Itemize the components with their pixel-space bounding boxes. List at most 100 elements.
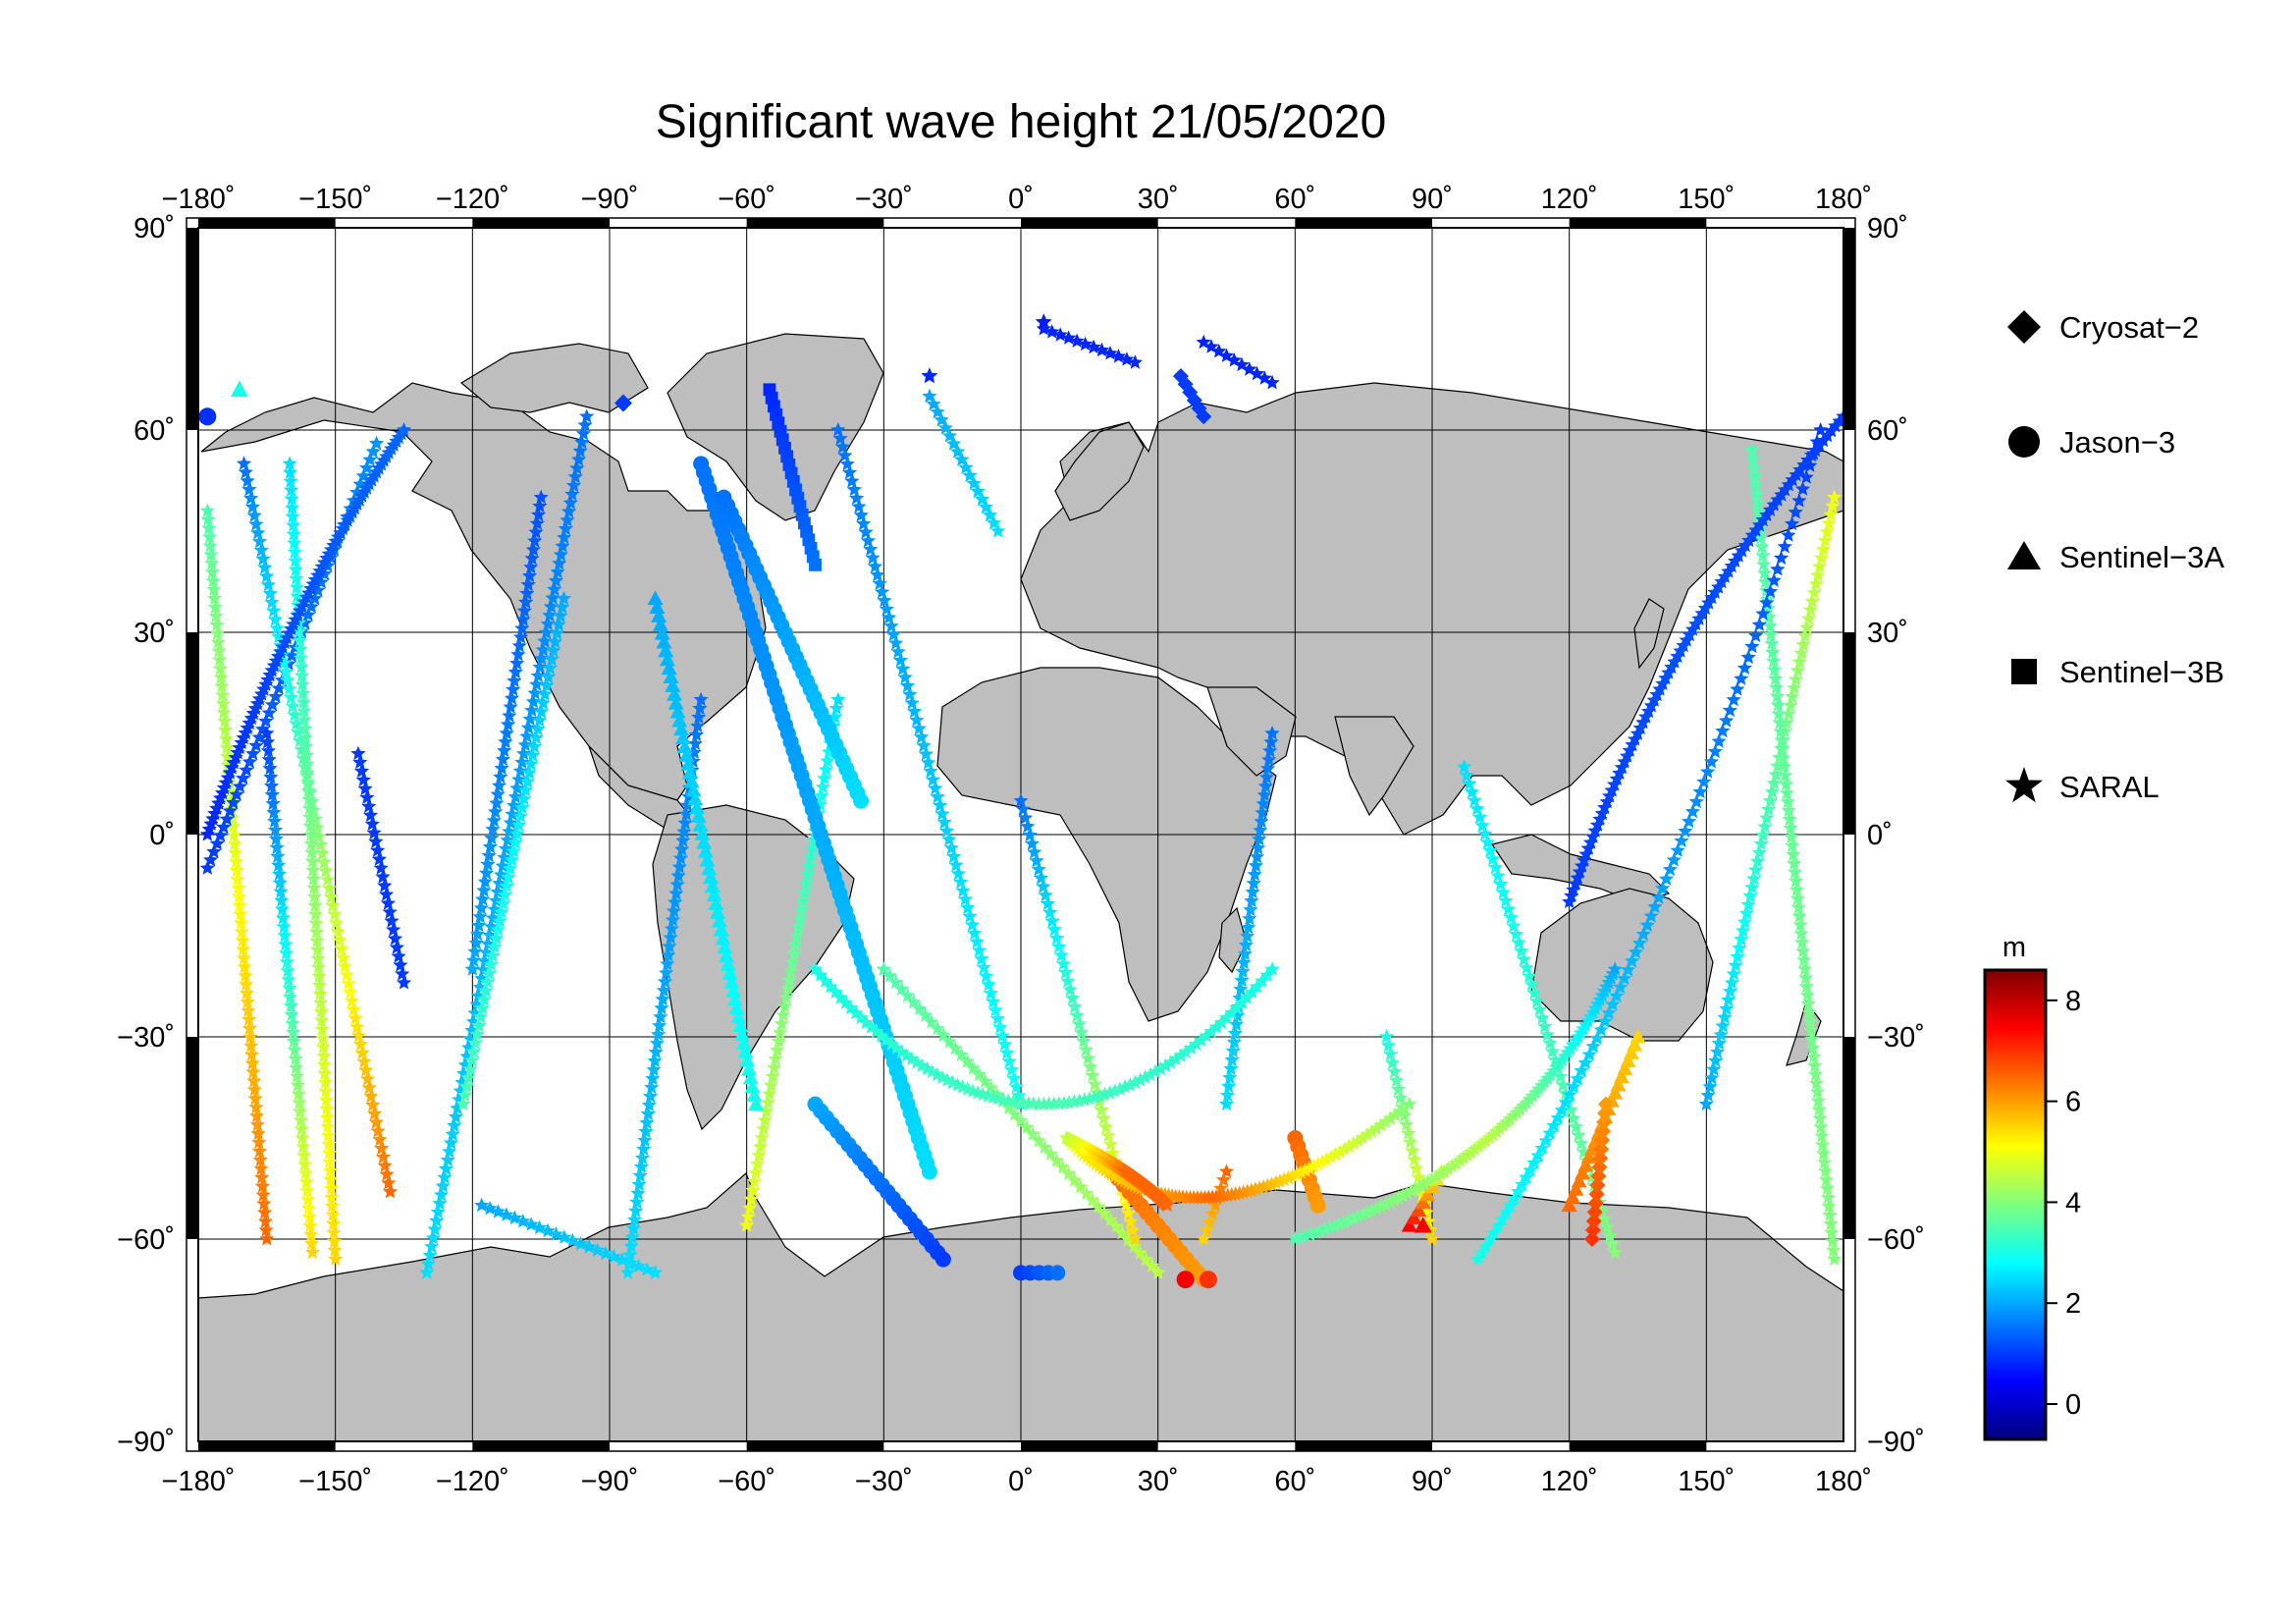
wave-height-marker [1564,888,1579,902]
wave-height-marker [1539,1027,1555,1042]
wave-height-marker [1462,776,1477,790]
wave-height-marker [511,638,527,653]
wave-height-marker [259,568,275,583]
wave-height-marker [1289,1166,1305,1181]
wave-height-marker [307,897,323,912]
wave-height-marker [379,1166,395,1181]
wave-height-marker [1470,1139,1486,1154]
wave-height-marker [1777,538,1792,554]
lat-tick-label-right: 30˚ [1867,618,1908,649]
wave-height-marker [1382,1046,1399,1061]
wave-height-marker [260,576,276,592]
wave-height-marker [244,1055,260,1070]
wave-height-marker [1092,1094,1107,1109]
wave-height-marker [1803,1022,1819,1038]
wave-height-marker [1252,831,1267,846]
legend-item: Cryosat−2 [2007,310,2199,345]
wave-height-marker [1799,620,1815,634]
wave-height-marker [1036,879,1051,893]
wave-height-marker [1346,1136,1362,1151]
wave-height-marker [370,842,386,857]
wave-height-marker [1138,1251,1154,1267]
wave-height-marker [240,473,255,488]
wave-height-marker [851,499,867,514]
wave-height-marker [1399,1116,1415,1131]
wave-height-marker [1607,961,1623,976]
wave-height-marker [1755,606,1771,621]
wave-height-marker [375,1149,391,1164]
wave-height-marker [653,1008,668,1024]
wave-height-marker [1519,1169,1534,1184]
wave-height-marker [665,912,681,927]
wave-height-marker [1804,1031,1820,1047]
wave-height-marker [473,1008,489,1024]
wave-height-marker [276,919,292,934]
wave-height-marker [1248,857,1263,873]
wave-height-marker [667,894,683,909]
wave-height-marker [1403,1134,1418,1149]
wave-height-marker [1711,1035,1727,1051]
wave-height-marker [1542,1035,1558,1051]
wave-height-marker [494,904,509,919]
wave-height-marker [1719,1001,1735,1015]
wave-height-marker [1048,930,1065,946]
wave-height-marker [479,865,495,880]
wave-height-marker [422,1247,438,1263]
wave-height-marker [1079,1185,1095,1201]
lon-tick-label-bottom: −120˚ [436,1466,509,1497]
wave-height-marker [1530,1148,1546,1163]
wave-height-marker [382,904,398,919]
wave-height-marker [797,885,813,899]
wave-height-marker [489,931,505,946]
wave-height-marker [217,713,233,729]
wave-height-marker [733,1026,750,1042]
wave-height-marker [527,685,543,700]
wave-height-marker [287,1042,302,1057]
wave-height-marker [1127,1074,1143,1090]
wave-height-marker [992,1019,1008,1034]
wave-height-marker [569,460,585,475]
wave-height-marker [1386,1192,1402,1207]
wave-height-marker [1143,1066,1158,1082]
wave-height-marker [1498,893,1514,908]
wave-height-marker [540,616,556,631]
wave-height-marker [476,883,492,897]
wave-height-marker [370,1123,386,1138]
wave-height-marker [1411,1202,1427,1217]
wave-height-marker [1377,1196,1393,1212]
wave-height-marker [258,713,274,729]
wave-height-marker [215,696,231,711]
wave-height-marker [1479,835,1495,849]
wave-height-marker [358,1062,374,1077]
wave-height-marker [239,985,254,1001]
wave-height-marker [1457,759,1472,774]
wave-height-marker [315,1030,331,1045]
wave-height-marker [1260,761,1276,776]
wave-height-marker [234,915,249,930]
lon-tick-label-top: 90˚ [1412,184,1453,215]
wave-height-marker [212,652,228,667]
wave-height-marker [1420,1173,1436,1188]
wave-height-marker [1592,1150,1609,1166]
wave-height-marker [1768,679,1785,694]
wave-height-marker [474,1001,491,1015]
wave-height-marker [365,1097,381,1112]
wave-height-marker [247,1091,263,1106]
wave-height-marker [692,700,708,716]
wave-height-marker [1757,819,1773,834]
wave-height-marker [506,681,521,696]
wave-height-marker [765,1068,780,1083]
wave-height-marker [500,717,516,731]
wave-height-marker [236,456,252,470]
wave-height-marker [1754,539,1770,554]
wave-height-marker [820,753,835,768]
wave-height-marker [1355,1130,1370,1145]
frame-band [187,228,198,430]
wave-height-marker [460,1070,476,1085]
wave-height-marker [999,1045,1015,1059]
wave-height-marker [1096,1205,1112,1220]
wave-height-marker [548,572,564,588]
wave-height-marker [1008,1079,1024,1094]
wave-height-marker [419,1265,435,1279]
wave-height-marker [646,1061,662,1077]
